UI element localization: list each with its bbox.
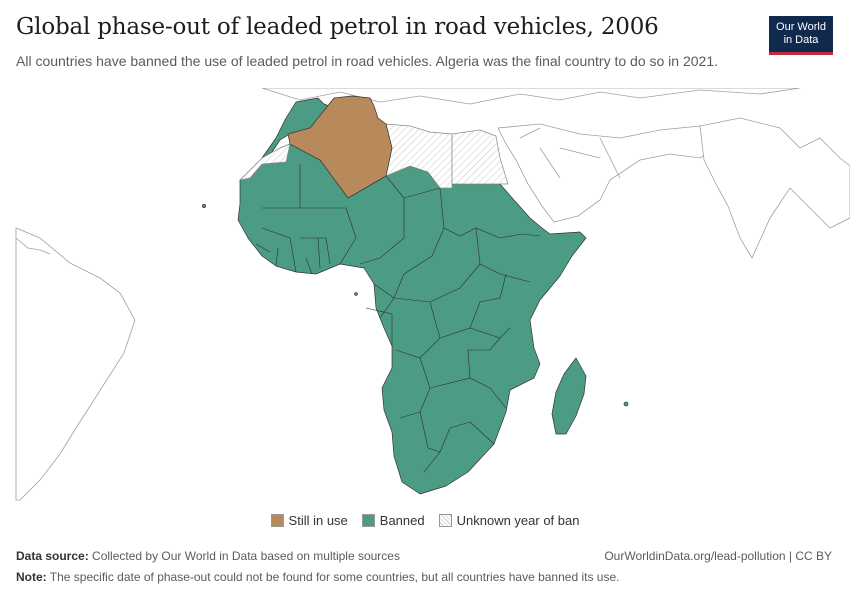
source-text: Collected by Our World in Data based on … [92, 549, 400, 563]
legend-item-unknown[interactable]: Unknown year of ban [438, 513, 580, 528]
africa-west-north [237, 143, 587, 495]
owid-logo[interactable]: Our World in Data [769, 16, 833, 55]
logo-line-2: in Data [783, 34, 819, 46]
legend-label-banned: Banned [379, 513, 425, 528]
americas-outline [15, 227, 136, 501]
central-america-outline [15, 237, 51, 255]
africa-unknown[interactable] [238, 123, 509, 189]
legend-label-still-in-use: Still in use [288, 513, 348, 528]
europe-outline [261, 88, 801, 105]
middle-east-outline [497, 123, 721, 223]
legend-swatch-still-in-use [270, 514, 284, 527]
source-label: Data source: [16, 549, 89, 563]
cape-verde [202, 204, 206, 208]
sao-tome [354, 292, 358, 296]
note-label: Note: [16, 570, 47, 584]
footnote: Note: The specific date of phase-out cou… [16, 570, 619, 584]
note-text: The specific date of phase-out could not… [49, 570, 620, 584]
world-map[interactable] [0, 88, 850, 508]
morocco [261, 97, 335, 159]
legend-item-banned[interactable]: Banned [361, 513, 425, 528]
data-source: Data source: Collected by Our World in D… [16, 549, 400, 563]
mauritius [623, 401, 629, 407]
legend-label-unknown: Unknown year of ban [456, 513, 580, 528]
india-outline [699, 117, 850, 259]
africa-still-in-use[interactable] [287, 95, 393, 199]
chart-title: Global phase-out of leaded petrol in roa… [16, 14, 659, 40]
other-landmasses [15, 88, 850, 501]
egypt [451, 129, 509, 185]
legend-swatch-unknown [438, 514, 452, 527]
country-borders [255, 164, 541, 473]
legend-item-still-in-use[interactable]: Still in use [270, 513, 348, 528]
madagascar [551, 357, 587, 435]
logo-line-1: Our World [776, 21, 826, 33]
western-sahara [238, 143, 291, 181]
africa-banned[interactable] [202, 97, 629, 495]
arabia-lines [519, 127, 621, 179]
map-legend: Still in use Banned Unknown year of ban [0, 513, 850, 528]
source-link[interactable]: OurWorldinData.org/lead-pollution | CC B… [604, 549, 832, 563]
algeria [287, 95, 393, 199]
legend-swatch-banned [361, 514, 375, 527]
chart-subtitle: All countries have banned the use of lea… [16, 53, 719, 69]
